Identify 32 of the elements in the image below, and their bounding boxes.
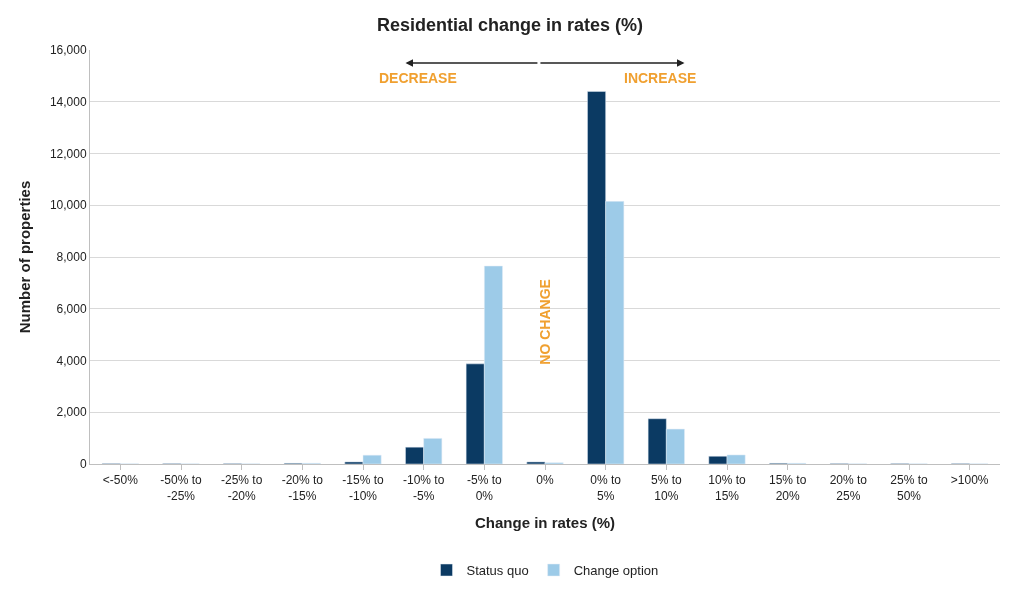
- annotation: INCREASE: [624, 70, 697, 86]
- y-tick-label: 10,000: [49, 198, 87, 213]
- x-tick-label: -25% to -20%: [220, 473, 263, 503]
- chart-title: Residential change in rates (%): [376, 14, 644, 35]
- annotation: NO CHANGE: [537, 279, 554, 365]
- legend-label: Status quo: [466, 563, 529, 579]
- y-axis-title: Number of properties: [16, 180, 34, 334]
- x-tick-label: -20% to -15%: [281, 473, 324, 503]
- annotation: DECREASE: [379, 70, 457, 86]
- x-tick-label: <-50%: [102, 473, 139, 488]
- y-tick-label: 0: [79, 457, 87, 472]
- x-tick-label: -50% to -25%: [160, 473, 202, 503]
- y-tick-label: 16,000: [49, 43, 87, 58]
- x-tick-label: 25% to 50%: [890, 473, 929, 503]
- y-tick-label: 8,000: [56, 250, 87, 265]
- x-tick-label: 10% to 15%: [708, 473, 747, 503]
- legend-label: Change option: [573, 563, 659, 579]
- x-tick-label: 20% to 25%: [829, 473, 868, 503]
- x-axis-title: Change in rates (%): [474, 514, 616, 531]
- x-tick-label: 15% to 20%: [768, 473, 807, 503]
- y-tick-label: 2,000: [56, 405, 87, 420]
- x-tick-label: 0% to 5%: [590, 473, 622, 503]
- x-tick-label: -15% to -10%: [342, 473, 384, 503]
- y-tick-label: 12,000: [49, 146, 87, 161]
- x-tick-label: 0%: [536, 473, 554, 488]
- x-tick-label: -5% to 0%: [466, 473, 502, 503]
- y-tick-label: 14,000: [49, 94, 87, 109]
- x-tick-label: 5% to 10%: [650, 473, 682, 503]
- x-tick-label: -10% to -5%: [402, 473, 445, 503]
- x-tick-label: >100%: [950, 473, 989, 488]
- y-tick-label: 6,000: [56, 301, 87, 316]
- y-tick-label: 4,000: [56, 353, 87, 368]
